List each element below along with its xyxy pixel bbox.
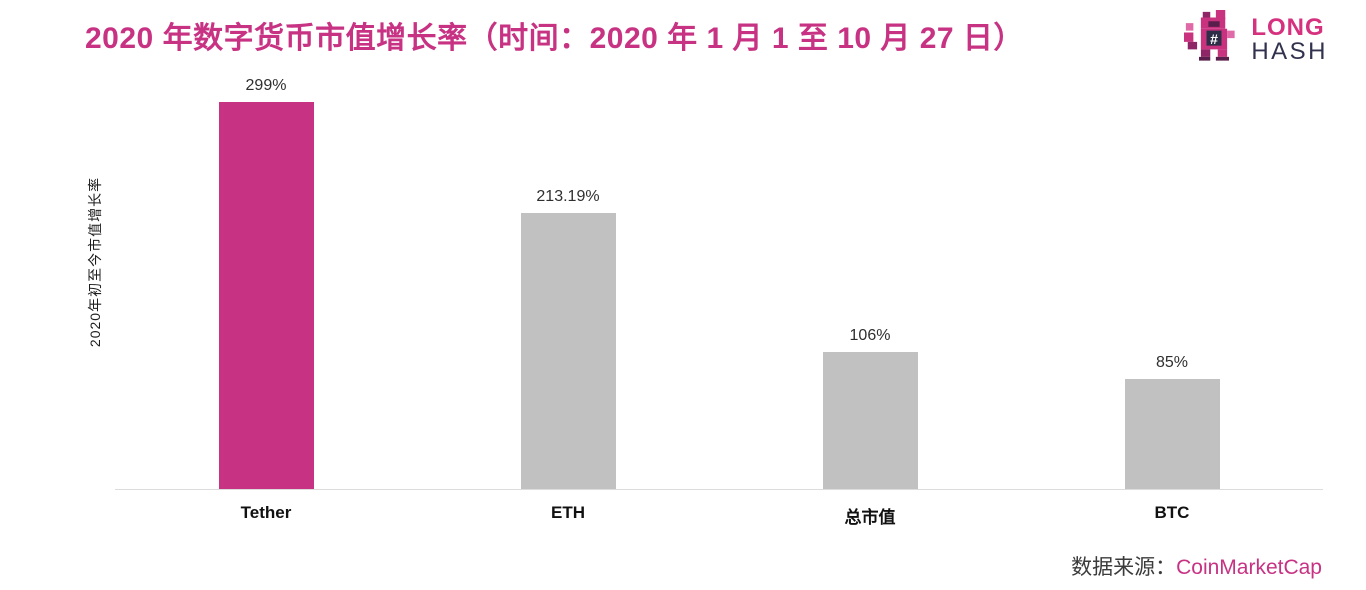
x-axis-labels: Tether ETH 总市值 BTC [115,493,1323,528]
longhash-logo: # LONG HASH [1184,8,1328,72]
hash-icon: # [1210,31,1218,47]
data-source: 数据来源：CoinMarketCap [1071,551,1322,581]
logo-word-hash: HASH [1251,38,1328,65]
bar-value-label: 299% [245,77,287,94]
bar-value-label: 106% [849,327,891,344]
bar [822,352,918,489]
page-title: 2020 年数字货币市值增长率（时间：2020 年 1 月 1 至 10 月 2… [85,22,1024,55]
x-axis-label: BTC [1154,503,1190,522]
bar [520,213,616,489]
data-source-link[interactable]: CoinMarketCap [1176,556,1322,579]
x-axis-label: ETH [551,503,585,522]
bar-value-label: 85% [1155,354,1189,371]
bar-column: 106% [719,70,1021,489]
logo-word-long: LONG [1251,13,1325,41]
bar [1124,379,1220,489]
y-axis-label: 2020年初至今市值增长率 [87,176,103,348]
bar-column: 299% [115,70,417,489]
x-axis-label: Tether [240,503,292,522]
data-source-label: 数据来源： [1071,556,1177,579]
pixel-squirrel-mascot-icon: # [1184,10,1235,61]
bar [218,102,314,489]
bar-column: 85% [1021,70,1323,489]
bar-column: 213.19% [417,70,719,489]
x-axis-label: 总市值 [844,508,896,527]
plot-area: 299% 213.19% 106% 85% [115,70,1323,490]
logo-wordmark: LONG HASH [1251,13,1328,65]
bar-value-label: 213.19% [536,188,600,205]
